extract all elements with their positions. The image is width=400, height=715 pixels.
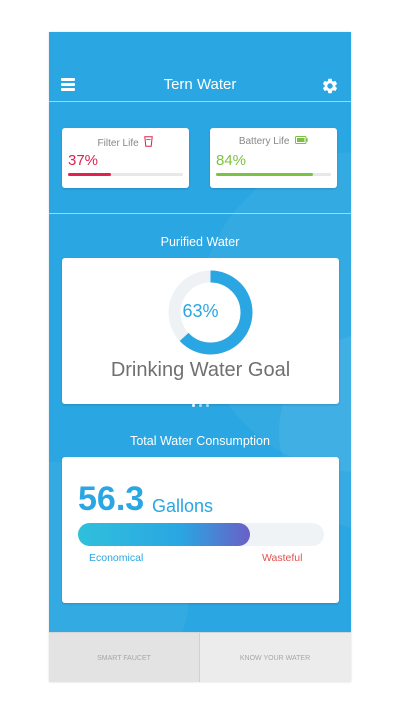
gauge-progress-arc <box>168 270 253 355</box>
scale-economical-label: Economical <box>89 552 144 564</box>
page-dot[interactable] <box>205 404 209 407</box>
drinking-water-goal-label: Drinking Water Goal <box>110 359 291 381</box>
gear-icon[interactable] <box>321 77 339 95</box>
filter-life-bar-fill <box>68 173 111 176</box>
cup-icon <box>144 136 154 147</box>
battery-icon <box>295 136 308 144</box>
purified-gauge <box>168 270 253 355</box>
battery-life-value: 84% <box>216 152 247 169</box>
battery-life-bar <box>216 173 331 176</box>
filter-life-label-row: Filter Life <box>62 136 189 149</box>
app-title: Tern Water <box>163 76 237 93</box>
filter-life-label: Filter Life <box>97 138 139 149</box>
consumption-card[interactable]: 56.3 Gallons Economical Wasteful <box>62 457 339 603</box>
consumption-unit: Gallons <box>152 496 214 516</box>
page-indicator <box>49 394 351 407</box>
consumption-bar <box>78 523 324 546</box>
consumption-bar-fill <box>78 523 251 546</box>
filter-life-value: 37% <box>68 152 99 169</box>
scale-wasteful-label: Wasteful <box>262 552 303 564</box>
nav-divider <box>199 633 200 682</box>
consumption-title: Total Water Consumption <box>130 434 270 448</box>
page-dot[interactable] <box>191 404 195 407</box>
app-header: Tern Water <box>49 70 351 100</box>
purified-water-title: Purified Water <box>160 235 240 249</box>
header-divider <box>49 101 351 102</box>
page-dot[interactable] <box>198 404 202 407</box>
purified-percent: 63% <box>182 301 219 321</box>
battery-life-label: Battery Life <box>238 136 290 147</box>
hamburger-menu-icon[interactable] <box>61 78 75 91</box>
filter-life-card[interactable]: Filter Life 37% <box>62 128 189 188</box>
consumption-amount: 56.3 <box>78 480 145 518</box>
battery-life-label-row: Battery Life <box>210 136 337 147</box>
purified-water-card[interactable]: 63% Drinking Water Goal <box>62 258 339 404</box>
section-divider <box>49 213 351 214</box>
bottom-navigation: SMART FAUCET KNOW YOUR WATER <box>49 632 351 682</box>
filter-life-bar <box>68 173 183 176</box>
app-screen: Tern Water Filter Life 37% Battery Life <box>49 32 351 682</box>
tab-smart-faucet[interactable]: SMART FAUCET <box>49 633 199 682</box>
tab-know-your-water[interactable]: KNOW YOUR WATER <box>239 655 311 662</box>
battery-life-card[interactable]: Battery Life 84% <box>210 128 337 188</box>
battery-life-bar-fill <box>216 173 313 176</box>
